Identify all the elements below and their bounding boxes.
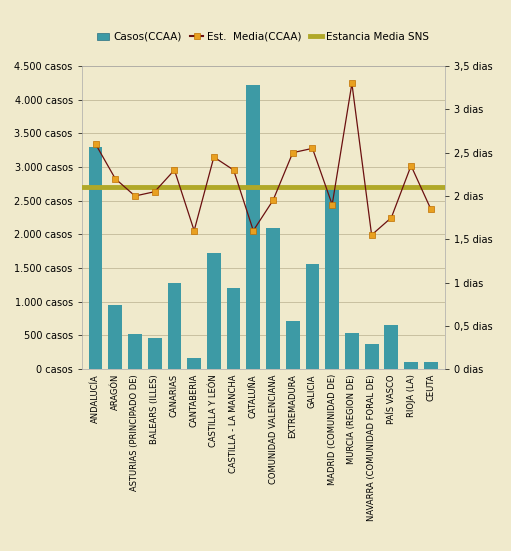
Bar (108, 305, 122, 369)
Bar (207, 253, 221, 369)
Bar (168, 283, 181, 369)
Bar (266, 228, 280, 369)
Bar (128, 334, 142, 369)
Bar (148, 338, 161, 369)
Bar (246, 85, 260, 369)
Bar (326, 187, 339, 369)
Bar (187, 358, 201, 369)
Legend: Casos(CCAA), Est.  Media(CCAA), Estancia Media SNS: Casos(CCAA), Est. Media(CCAA), Estancia … (97, 32, 429, 42)
Bar (424, 363, 437, 369)
Bar (227, 288, 241, 369)
Bar (345, 333, 359, 369)
Bar (384, 326, 398, 369)
Bar (306, 264, 319, 369)
Bar (404, 363, 418, 369)
Bar (365, 344, 379, 369)
Bar (286, 321, 299, 369)
Bar (89, 147, 103, 369)
